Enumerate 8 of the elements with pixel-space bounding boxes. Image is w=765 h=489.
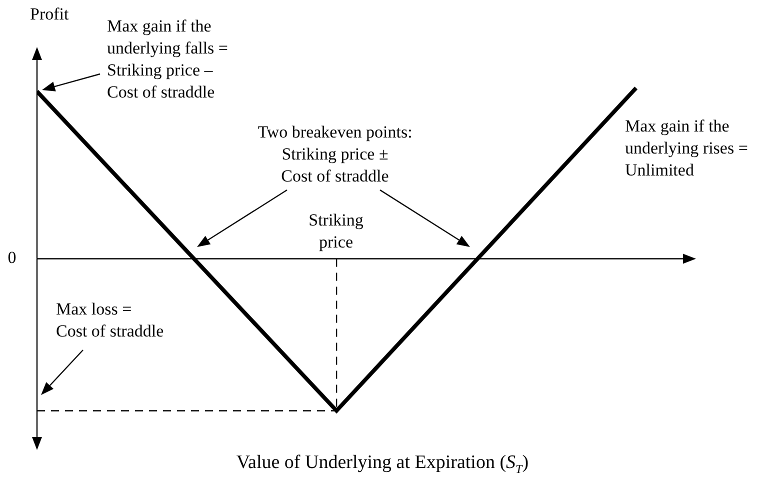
annotation: Max loss = Cost of straddle bbox=[56, 299, 164, 340]
annotation: Two breakeven points: Striking price ± Cost of straddle bbox=[258, 122, 412, 186]
x-axis-title: Value of Underlying at Expiration (S$_{T}$) bbox=[235, 452, 530, 477]
annotation: Max gain if the underlying rises = Unlimited bbox=[625, 116, 748, 180]
annotation: Max gain if the underlying falls = Striking price – Cost of straddle bbox=[107, 16, 228, 102]
annotation: Striking price bbox=[308, 210, 364, 252]
y-axis-title: Profit bbox=[30, 4, 69, 24]
text: 0 bbox=[8, 248, 16, 268]
